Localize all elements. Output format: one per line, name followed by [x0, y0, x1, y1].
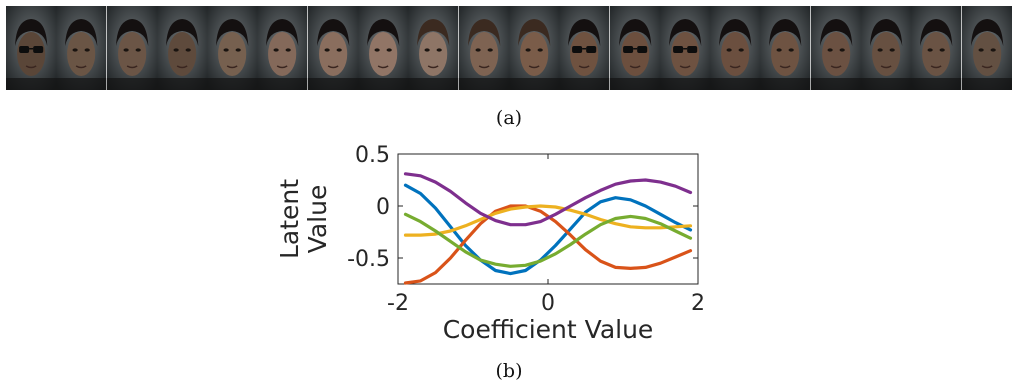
face-thumbnail	[156, 6, 208, 90]
x-tick-label: 2	[691, 291, 705, 316]
y-axis-label-line: Latent	[275, 179, 304, 259]
series-line-4	[403, 172, 693, 227]
y-axis-label-line: Value	[303, 185, 332, 254]
face-thumbnail	[659, 6, 711, 90]
face-thumbnail	[56, 6, 107, 90]
face-thumbnail	[307, 6, 359, 90]
face-thumbnail	[458, 6, 509, 90]
face-thumbnail	[207, 6, 258, 90]
line-chart: -2 0 2 0.5 0 -0.5 Coefficient Value Latent Val…	[275, 143, 705, 344]
face-thumbnail	[559, 6, 610, 90]
series-line-3	[403, 204, 693, 237]
y-tick-label: 0.5	[355, 143, 390, 168]
face-thumbnail	[710, 6, 761, 90]
y-axis-label: Latent Value	[275, 179, 332, 259]
face-thumbnail	[508, 6, 560, 90]
x-tick-label: -2	[387, 291, 409, 316]
face-thumbnail	[6, 6, 57, 90]
face-thumbnail	[760, 6, 811, 90]
face-thumbnail	[106, 6, 157, 90]
plot-area	[397, 153, 699, 285]
tick-labels: -2 0 2 0.5 0 -0.5	[347, 143, 705, 316]
x-tick-label: 0	[541, 291, 555, 316]
y-tick-label: 0	[376, 195, 390, 220]
y-tick-label: -0.5	[347, 247, 390, 272]
face-thumbnail	[911, 6, 962, 90]
series-line-5	[403, 212, 693, 268]
face-thumbnail	[609, 6, 660, 90]
series-lines	[403, 172, 693, 285]
caption-a: (a)	[495, 107, 523, 129]
face-thumbnail	[408, 6, 459, 90]
face-thumbnail	[358, 6, 409, 90]
face-image-strip	[6, 6, 1012, 90]
face-thumbnail	[810, 6, 862, 90]
face-thumbnail	[961, 6, 1012, 90]
face-thumbnail	[257, 6, 308, 90]
face-thumbnail	[861, 6, 912, 90]
x-axis-label: Coefficient Value	[443, 315, 654, 344]
caption-b: (b)	[495, 360, 523, 382]
